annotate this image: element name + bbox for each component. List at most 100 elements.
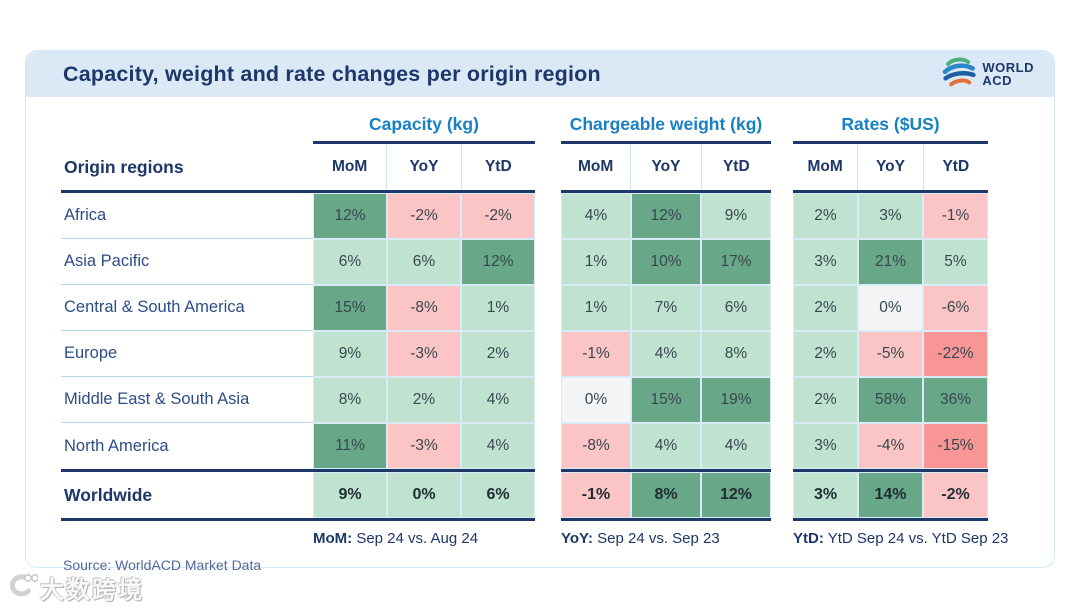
column-header: MoM — [332, 158, 368, 175]
region-label: North America — [64, 436, 169, 455]
footnote-label: MoM: — [313, 530, 353, 547]
globe-icon — [940, 55, 977, 94]
table-cell: 10% — [632, 240, 700, 284]
table-cell: 9% — [314, 473, 386, 517]
report-card: Capacity, weight and rate changes per or… — [25, 50, 1055, 573]
watermark-icon — [4, 570, 39, 605]
metric-group-capacity: Capacity (kg) MoM YoY YtD 12% -2% -2% 6% 6% 12% 15… — [313, 107, 535, 521]
table-cell: -2% — [924, 473, 987, 517]
worldwide-cells: -1% 8% 12% — [561, 469, 771, 521]
column-header: YtD — [700, 144, 771, 190]
group-gap — [771, 107, 793, 521]
table-cell: -1% — [562, 332, 630, 376]
logo-line1: WORLD — [982, 60, 1034, 75]
group-gap — [535, 107, 561, 521]
title-bar: Capacity, weight and rate changes per or… — [26, 51, 1054, 97]
table-cell: 4% — [702, 424, 770, 468]
footnote: YoY: Sep 24 vs. Sep 23 — [561, 530, 720, 547]
table-cell: 1% — [562, 286, 630, 330]
table-cell: 2% — [388, 378, 460, 422]
table-cell: 7% — [632, 286, 700, 330]
table-cell: 3% — [794, 424, 857, 468]
table-cell: -2% — [462, 194, 534, 238]
table-cell: 4% — [632, 332, 700, 376]
table-cell: 8% — [632, 473, 700, 517]
table-cell: 15% — [632, 378, 700, 422]
metric-group-chargeable_weight: Chargeable weight (kg) MoM YoY YtD 4% 12% 9% 1%… — [561, 107, 771, 521]
table-cell: -2% — [388, 194, 460, 238]
table-cell: 3% — [859, 194, 922, 238]
table-cell: 0% — [562, 378, 630, 422]
table-cell: 15% — [314, 286, 386, 330]
table-cell: 2% — [794, 378, 857, 422]
table-cell: 4% — [462, 424, 534, 468]
cell-grid: 2% 3% -1% 3% 21% 5% 2% 0% -6% 2% -5% -22% 2% 58% 36% 3%… — [793, 193, 988, 469]
logo-line2: ACD — [982, 73, 1013, 88]
table-cell: 58% — [859, 378, 922, 422]
table-cell: 9% — [702, 194, 770, 238]
watermark: 大数跨境 — [4, 570, 144, 605]
table-cell: 19% — [702, 378, 770, 422]
table-cell: 0% — [859, 286, 922, 330]
subheader-row: MoM YoY YtD — [561, 141, 771, 193]
subheader-row: MoM YoY YtD — [793, 141, 988, 193]
column-header: MoM — [578, 158, 614, 175]
table-cell: 8% — [314, 378, 386, 422]
column-header: YoY — [630, 144, 700, 190]
region-rows: Africa Asia Pacific Central & South Americ… — [61, 193, 313, 469]
group-title-spacer — [61, 107, 313, 141]
table-cell: 6% — [388, 240, 460, 284]
column-header: YoY — [386, 144, 460, 190]
table-cell: 9% — [314, 332, 386, 376]
column-header: YoY — [857, 144, 922, 190]
table-cell: 2% — [462, 332, 534, 376]
table-cell: 1% — [562, 240, 630, 284]
group-title: Chargeable weight (kg) — [569, 113, 763, 134]
footnotes: MoM: Sep 24 vs. Aug 24 YoY: Sep 24 vs. Se… — [61, 530, 1054, 547]
watermark-text: 大数跨境 — [40, 577, 144, 604]
worldwide-cells: 3% 14% -2% — [793, 469, 988, 521]
table-cell: -1% — [924, 194, 987, 238]
footnote: YtD: YtD Sep 24 vs. YtD Sep 23 — [793, 530, 1009, 547]
table-content: Origin regions Africa Asia Pacific Central … — [26, 97, 1054, 573]
table-cell: 12% — [632, 194, 700, 238]
metric-group-rates: Rates ($US) MoM YoY YtD 2% 3% -1% 3% 21% 5% 2% 0% -6… — [793, 107, 988, 521]
table-cell: -8% — [388, 286, 460, 330]
table-cell: 12% — [314, 194, 386, 238]
table-cell: 5% — [924, 240, 987, 284]
data-table: Origin regions Africa Asia Pacific Central … — [61, 107, 1054, 521]
table-cell: -8% — [562, 424, 630, 468]
table-cell: 4% — [562, 194, 630, 238]
footnote-label: YtD: — [793, 530, 824, 547]
region-label: Asia Pacific — [61, 239, 313, 285]
table-cell: 11% — [314, 424, 386, 468]
origin-regions-column: Origin regions Africa Asia Pacific Central … — [61, 107, 313, 521]
table-cell: -15% — [924, 424, 987, 468]
table-cell: -4% — [859, 424, 922, 468]
worldwide-cells: 9% 0% 6% — [313, 469, 535, 521]
table-cell: 14% — [859, 473, 922, 517]
table-cell: 6% — [702, 286, 770, 330]
page-title: Capacity, weight and rate changes per or… — [63, 61, 601, 86]
table-cell: -1% — [562, 473, 630, 517]
table-cell: -5% — [859, 332, 922, 376]
table-cell: -3% — [388, 332, 460, 376]
table-cell: 6% — [314, 240, 386, 284]
column-header: YtD — [922, 144, 988, 190]
table-cell: 2% — [794, 194, 857, 238]
table-cell: 12% — [702, 473, 770, 517]
column-header: YtD — [460, 144, 535, 190]
table-cell: 21% — [859, 240, 922, 284]
cell-grid: 4% 12% 9% 1% 10% 17% 1% 7% 6% -1% 4% 8% 0% 15% 19% -8% 4… — [561, 193, 771, 469]
cell-grid: 12% -2% -2% 6% 6% 12% 15% -8% 1% 9% -3% 2% 8% 2% 4% 11%… — [313, 193, 535, 469]
footnote-label: YoY: — [561, 530, 593, 547]
table-cell: 4% — [632, 424, 700, 468]
table-cell: 36% — [924, 378, 987, 422]
table-cell: 8% — [702, 332, 770, 376]
group-title: Rates ($US) — [841, 113, 940, 134]
table-cell: 4% — [462, 378, 534, 422]
table-cell: -3% — [388, 424, 460, 468]
group-title: Capacity (kg) — [369, 113, 479, 134]
worldwide-label: Worldwide — [61, 469, 313, 521]
worldacd-logo: WORLD ACD — [940, 55, 1042, 94]
